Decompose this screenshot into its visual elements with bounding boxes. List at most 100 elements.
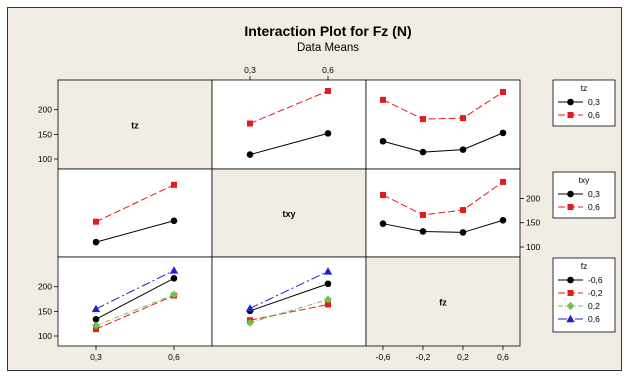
x-tick-label-fz-1: -0,2 [416,352,431,362]
data-point-r0-c2-s1-3 [500,88,506,95]
series-line-r0-c2-1 [382,91,504,120]
data-point-r1-c2-s1-1 [420,211,426,218]
data-point-r1-c2-s0-1 [419,228,427,235]
legend-marker-fz-2 [566,302,575,310]
legend-marker-tz-1 [567,112,574,118]
y-tick-label-r2-150: 150 [38,306,52,316]
x-tick-label-tz-0: 0,3 [90,352,102,362]
data-point-r1-c2-s1-2 [460,207,466,214]
legend-label-txy-0: 0,3 [588,189,600,199]
series-line-r1-c0-1 [95,184,175,223]
legend-marker-fz-0 [567,276,574,284]
series-line-r0-c1-1 [249,90,329,124]
series-line-r0-c1-0 [249,132,329,156]
panel-box-r0-c2 [365,79,521,170]
legend-label-tz-0: 0,3 [588,97,600,107]
data-point-r2-c1-s1-1 [325,301,331,308]
y-tick-label-r2-100: 100 [38,331,52,341]
data-point-r1-c0-s0-1 [170,217,178,225]
data-point-r1-c2-s0-3 [499,216,507,224]
data-point-r0-c1-s1-1 [325,87,331,94]
y-tick-label-r1-100: 100 [526,242,540,252]
legend-marker-fz-1 [567,290,574,296]
x-tick-label-txy-1: 0,6 [322,65,334,75]
x-tick-label-fz-0: -0,6 [376,352,391,362]
legend-box-tz [552,79,616,127]
series-line-r2-c1-3 [249,270,329,309]
series-line-r1-c0-0 [95,220,175,243]
data-point-r1-c0-s1-1 [171,181,177,188]
data-point-r2-c0-s3-0 [91,304,101,313]
data-point-r2-c0-s0-0 [92,315,100,323]
y-tick-label-r0-100: 100 [38,154,52,164]
legend-label-fz-1: -0,2 [588,288,603,298]
data-point-r1-c2-s0-2 [459,229,467,236]
data-point-r0-c2-s1-1 [420,116,426,123]
legend-title-tz: tz [581,83,588,93]
panel-box-r0-c0 [57,79,213,170]
legend-box-txy [552,171,616,219]
series-line-r2-c0-0 [95,277,175,320]
chart-title: Interaction Plot for Fz (N) [244,23,411,39]
y-tick-label-r0-200: 200 [38,105,52,115]
legend-title-fz: fz [581,261,588,271]
legend-marker-fz-3 [566,314,575,323]
data-point-r2-c1-s2-0 [246,318,254,327]
data-point-r1-c2-s1-3 [500,178,506,185]
panel-box-r2-c1 [211,256,367,347]
data-point-r0-c2-s1-0 [380,96,386,103]
series-line-r1-c2-1 [382,181,504,216]
diagonal-label-tz: tz [131,121,139,131]
data-point-r2-c1-s3-1 [323,267,333,275]
data-point-r2-c0-s3-1 [169,266,179,274]
data-point-r0-c2-s0-0 [379,137,387,145]
data-point-r2-c0-s0-1 [170,275,178,282]
series-line-r2-c1-1 [249,303,329,321]
y-tick-label-r1-150: 150 [526,218,540,228]
series-line-r2-c0-1 [95,295,175,330]
y-tick-label-r0-150: 150 [38,129,52,139]
legend-box-fz [552,257,616,333]
x-tick-label-fz-3: 0,6 [497,352,509,362]
legend-label-fz-0: -0,6 [588,275,603,285]
x-tick-label-fz-2: 0,2 [457,352,469,362]
panel-box-r1-c1 [211,168,367,258]
series-line-r2-c0-3 [95,270,175,310]
legend-label-fz-2: 0,2 [588,301,600,311]
data-point-r2-c0-s2-1 [170,290,178,299]
legend-label-fz-3: 0,6 [588,314,600,324]
legend-label-tz-1: 0,6 [588,110,600,120]
legend-marker-tz-0 [567,98,574,106]
data-point-r1-c2-s0-0 [379,220,387,227]
legend-label-txy-1: 0,6 [588,202,600,212]
data-point-r0-c1-s0-1 [324,130,332,137]
panel-box-r0-c1 [211,79,367,170]
data-point-r2-c1-s2-1 [324,295,332,304]
panel-box-r2-c2 [365,256,521,347]
data-point-r0-c1-s1-0 [247,120,253,127]
legend-title-txy: txy [579,175,591,185]
legend-marker-txy-0 [567,190,574,198]
x-tick-label-tz-1: 0,6 [168,352,180,362]
chart-subtitle: Data Means [297,42,359,54]
legend-marker-txy-1 [567,204,574,210]
data-point-r0-c2-s1-2 [460,115,466,122]
data-point-r2-c1-s3-0 [245,304,255,312]
data-point-r0-c1-s0-0 [246,151,254,158]
data-point-r1-c2-s1-0 [380,192,386,199]
data-point-r0-c2-s0-3 [499,129,507,137]
panel-box-r1-c0 [57,168,213,258]
series-line-r2-c0-2 [95,294,175,327]
data-point-r2-c1-s0-1 [324,280,332,288]
y-tick-label-r2-200: 200 [38,282,52,292]
data-point-r2-c0-s2-0 [92,321,100,330]
data-point-r0-c2-s0-2 [459,146,467,153]
data-point-r1-c0-s1-0 [93,218,99,225]
data-point-r1-c0-s0-0 [92,238,100,246]
panel-box-r2-c0 [57,256,213,347]
x-tick-label-txy-0: 0,3 [244,65,256,75]
data-point-r0-c2-s0-1 [419,148,427,156]
diagonal-label-txy: txy [282,209,295,219]
series-line-r0-c2-0 [382,132,504,153]
